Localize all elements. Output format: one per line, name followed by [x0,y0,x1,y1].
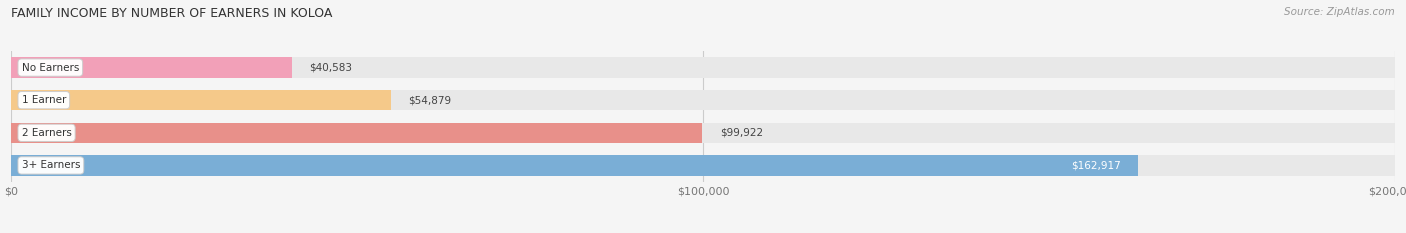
Bar [11,90,1395,110]
Bar [11,123,1395,143]
Bar [11,58,1395,78]
Text: No Earners: No Earners [21,63,79,72]
Text: FAMILY INCOME BY NUMBER OF EARNERS IN KOLOA: FAMILY INCOME BY NUMBER OF EARNERS IN KO… [11,7,333,20]
Bar [11,58,292,78]
Bar [11,155,1139,175]
Text: 2 Earners: 2 Earners [21,128,72,138]
Bar [11,155,1395,175]
Text: Source: ZipAtlas.com: Source: ZipAtlas.com [1284,7,1395,17]
Text: 3+ Earners: 3+ Earners [21,161,80,170]
Text: $99,922: $99,922 [720,128,763,138]
Text: $40,583: $40,583 [309,63,353,72]
Text: $162,917: $162,917 [1071,161,1121,170]
Text: $54,879: $54,879 [408,95,451,105]
Bar [11,90,391,110]
Text: 1 Earner: 1 Earner [21,95,66,105]
Bar [11,123,703,143]
